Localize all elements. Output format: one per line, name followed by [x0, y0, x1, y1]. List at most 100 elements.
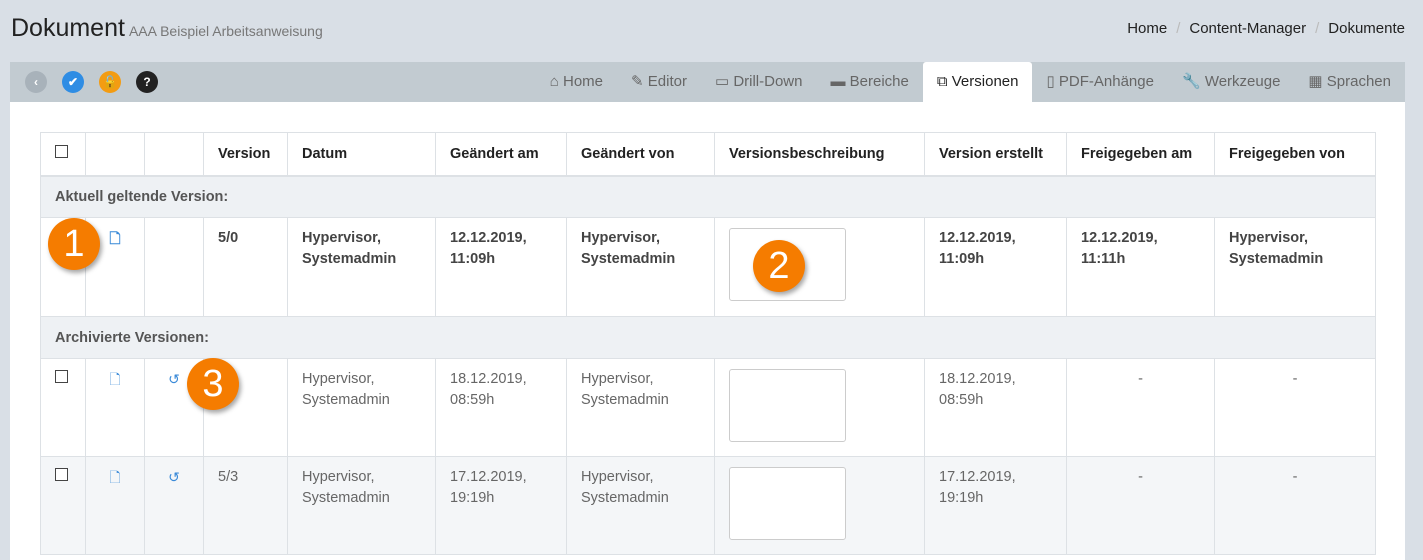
row-checkbox[interactable] [40, 358, 86, 457]
callout-marker-1: 1 [48, 218, 100, 270]
tab-label: Versionen [951, 73, 1019, 90]
section-current: Aktuell geltende Version: [40, 175, 1376, 218]
tab-label: Werkzeuge [1204, 73, 1281, 90]
header-versionsbeschreibung[interactable]: Versionsbeschreibung [714, 132, 925, 177]
chevron-left-icon: ‹ [34, 75, 38, 89]
tab-label: Editor [647, 73, 687, 90]
help-button[interactable]: ? [136, 71, 158, 93]
table-header: Version Datum Geändert am Geändert von V… [40, 132, 1376, 177]
tab-label: Bereiche [849, 73, 909, 90]
row-checkbox[interactable] [40, 456, 86, 555]
cell-version: 5/0 [203, 217, 288, 317]
table-row: 🗋 ↺ Hypervisor, Systemadmin 18.12.2019, … [40, 358, 1376, 457]
description-textarea[interactable] [729, 369, 846, 442]
cell-geaendert-am: 12.12.2019, 11:09h [435, 217, 567, 317]
pencil-icon: ✎ [631, 73, 644, 90]
back-button[interactable]: ‹ [25, 71, 47, 93]
tab-werkzeuge[interactable]: 🔧 Werkzeuge [1168, 62, 1294, 102]
breadcrumb-home[interactable]: Home [1127, 20, 1168, 37]
empty-cell [144, 217, 204, 317]
tab-label: Sprachen [1326, 73, 1391, 90]
cell-freigegeben-am: - [1066, 358, 1215, 457]
file-icon: 🗋 [109, 371, 121, 387]
page-subtitle: AAA Beispiel Arbeitsanweisung [128, 23, 323, 39]
tab-drill-down[interactable]: ▭ Drill-Down [701, 62, 817, 102]
cell-datum: Hypervisor, Systemadmin [287, 358, 436, 457]
versions-table: Version Datum Geändert am Geändert von V… [40, 132, 1376, 555]
select-all-checkbox[interactable] [40, 132, 86, 177]
question-icon: ? [143, 75, 151, 89]
callout-marker-3: 3 [187, 358, 239, 410]
cell-datum: Hypervisor, Systemadmin [287, 217, 436, 317]
wrench-icon: 🔧 [1181, 73, 1201, 90]
cell-version: 5/3 [203, 456, 288, 555]
file-icon: 🗋 [109, 469, 121, 485]
cell-description [714, 358, 925, 457]
history-icon: ↺ [168, 469, 180, 485]
description-textarea[interactable] [729, 467, 846, 540]
header-geaendert-von[interactable]: Geändert von [566, 132, 715, 177]
folder-open-icon: ▭ [714, 73, 730, 90]
tab-sprachen[interactable]: ▦ Sprachen [1294, 62, 1405, 102]
cell-erstellt: 17.12.2019, 19:19h [924, 456, 1067, 555]
section-label: Archivierte Versionen: [40, 316, 1376, 359]
table-row: 🗋 5/0 Hypervisor, Systemadmin 12.12.2019… [40, 217, 1376, 317]
unlock-icon: 🔓 [102, 75, 118, 89]
tab-pdf-anhaenge[interactable]: ▯ PDF-Anhänge [1032, 62, 1168, 102]
tab-bar: ⌂ Home ✎ Editor ▭ Drill-Down ▬ Bereiche … [536, 62, 1405, 102]
cell-erstellt: 18.12.2019, 08:59h [924, 358, 1067, 457]
cell-description [714, 217, 925, 317]
cell-geaendert-von: Hypervisor, Systemadmin [566, 358, 715, 457]
language-icon: ▦ [1308, 73, 1323, 90]
header-freigegeben-von[interactable]: Freigegeben von [1214, 132, 1376, 177]
section-archived: Archivierte Versionen: [40, 316, 1376, 359]
tab-label: Home [563, 73, 604, 90]
tab-bereiche[interactable]: ▬ Bereiche [816, 62, 922, 102]
home-icon: ⌂ [549, 73, 559, 90]
title-text: Dokument [11, 14, 125, 42]
tab-editor[interactable]: ✎ Editor [617, 62, 701, 102]
view-document-button[interactable]: 🗋 [85, 358, 145, 457]
header-datum[interactable]: Datum [287, 132, 436, 177]
cell-geaendert-von: Hypervisor, Systemadmin [566, 217, 715, 317]
cell-erstellt: 12.12.2019, 11:09h [924, 217, 1067, 317]
breadcrumb-content-manager[interactable]: Content-Manager [1189, 20, 1307, 37]
tab-label: Drill-Down [733, 73, 803, 90]
tab-home[interactable]: ⌂ Home [536, 62, 617, 102]
file-icon: 🗋 [109, 230, 121, 246]
cell-geaendert-am: 18.12.2019, 08:59h [435, 358, 567, 457]
cell-freigegeben-am: - [1066, 456, 1215, 555]
cell-freigegeben-von: Hypervisor, Systemadmin [1214, 217, 1376, 317]
pdf-icon: ▯ [1046, 73, 1055, 90]
table-row: 🗋 ↺ 5/3 Hypervisor, Systemadmin 17.12.20… [40, 456, 1376, 555]
header-geaendert-am[interactable]: Geändert am [435, 132, 567, 177]
cell-geaendert-am: 17.12.2019, 19:19h [435, 456, 567, 555]
unlock-button[interactable]: 🔓 [99, 71, 121, 93]
header-empty [144, 132, 204, 177]
folder-icon: ▬ [830, 73, 846, 90]
page-title: Dokument AAA Beispiel Arbeitsanweisung [11, 14, 323, 43]
restore-button[interactable]: ↺ [144, 456, 204, 555]
header-empty [85, 132, 145, 177]
header-version-erstellt[interactable]: Version erstellt [924, 132, 1067, 177]
cell-freigegeben-von: - [1214, 456, 1376, 555]
header-version[interactable]: Version [203, 132, 288, 177]
toolbar: ‹ ✔ 🔓 ? ⌂ Home ✎ Editor ▭ Drill-Down ▬ B… [10, 62, 1405, 102]
tab-label: PDF-Anhänge [1058, 73, 1154, 90]
approve-button[interactable]: ✔ [62, 71, 84, 93]
copy-icon: ⧉ [936, 73, 948, 90]
section-label: Aktuell geltende Version: [40, 175, 1376, 218]
header-freigegeben-am[interactable]: Freigegeben am [1066, 132, 1215, 177]
callout-marker-2: 2 [753, 240, 805, 292]
tab-versionen[interactable]: ⧉ Versionen [922, 62, 1033, 102]
cell-geaendert-von: Hypervisor, Systemadmin [566, 456, 715, 555]
cell-description [714, 456, 925, 555]
cell-datum: Hypervisor, Systemadmin [287, 456, 436, 555]
view-document-button[interactable]: 🗋 [85, 456, 145, 555]
history-icon: ↺ [168, 371, 180, 387]
cell-freigegeben-am: 12.12.2019, 11:11h [1066, 217, 1215, 317]
breadcrumb: Home / Content-Manager / Dokumente [1127, 20, 1405, 37]
breadcrumb-dokumente[interactable]: Dokumente [1328, 20, 1405, 37]
cell-freigegeben-von: - [1214, 358, 1376, 457]
check-icon: ✔ [67, 75, 79, 89]
